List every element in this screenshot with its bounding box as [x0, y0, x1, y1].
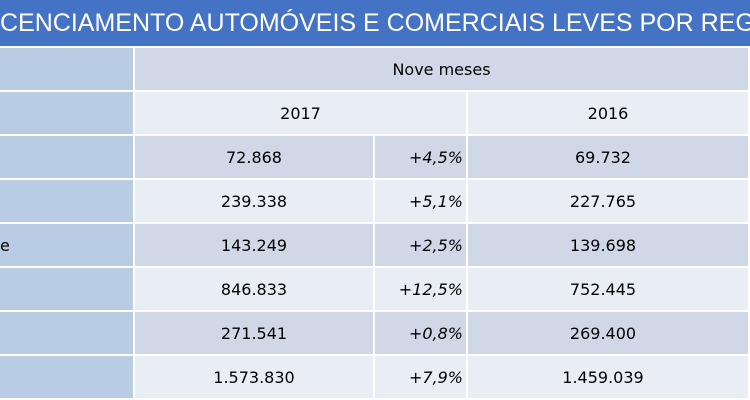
value-2016: 1.459.039	[468, 356, 750, 400]
corner-cell	[0, 92, 135, 136]
change: +2,5%	[375, 224, 468, 268]
title: CENCIAMENTO AUTOMÓVEIS E COMERCIAIS LEVE…	[0, 9, 750, 37]
value-2017: 143.249	[135, 224, 375, 268]
change: +12,5%	[375, 268, 468, 312]
value-2016: 269.400	[468, 312, 750, 356]
change: +4,5%	[375, 136, 468, 180]
value-2017: 1.573.830	[135, 356, 375, 400]
corner-cell	[0, 48, 135, 92]
change: +0,8%	[375, 312, 468, 356]
value-2017: 271.541	[135, 312, 375, 356]
year-header: 2016	[468, 92, 750, 136]
value-2016: 139.698	[468, 224, 750, 268]
value-2017: 72.868	[135, 136, 375, 180]
group-header: Nove meses	[135, 48, 750, 92]
row-label	[0, 136, 135, 180]
value-2017: 239.338	[135, 180, 375, 224]
title-bar: CENCIAMENTO AUTOMÓVEIS E COMERCIAIS LEVE…	[0, 0, 750, 46]
year-header: 2017	[135, 92, 468, 136]
row-label	[0, 356, 135, 400]
change: +5,1%	[375, 180, 468, 224]
change: +7,9%	[375, 356, 468, 400]
value-2016: 227.765	[468, 180, 750, 224]
value-2017: 846.833	[135, 268, 375, 312]
row-label	[0, 312, 135, 356]
row-label	[0, 180, 135, 224]
row-label	[0, 268, 135, 312]
row-label: e	[0, 224, 135, 268]
value-2016: 69.732	[468, 136, 750, 180]
value-2016: 752.445	[468, 268, 750, 312]
